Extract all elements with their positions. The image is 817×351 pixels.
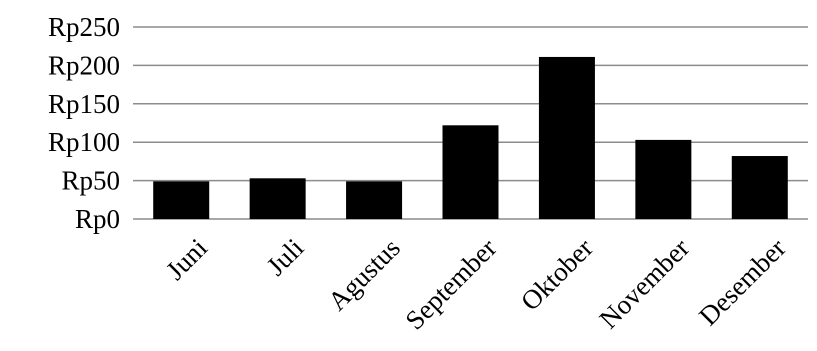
- y-tick-label: Rp200: [48, 50, 120, 80]
- bar-desember: [731, 156, 788, 219]
- x-tick-label: Desember: [693, 233, 792, 332]
- bars: [153, 56, 788, 220]
- bar-september: [442, 125, 499, 219]
- y-tick-label: Rp50: [61, 166, 120, 196]
- y-tick-label: Rp100: [48, 127, 120, 157]
- x-tick-label: Oktober: [515, 233, 599, 317]
- x-tick-label: November: [593, 233, 695, 335]
- bar-juli: [249, 178, 306, 219]
- x-tick-label: September: [399, 233, 502, 336]
- bar-agustus: [346, 181, 403, 219]
- x-tick-label: Juli: [261, 233, 310, 282]
- y-axis-ticks: Rp0 Rp50 Rp100 Rp150 Rp200 Rp250: [48, 12, 120, 234]
- x-tick-label: Agustus: [322, 233, 406, 317]
- y-tick-label: Rp0: [75, 204, 120, 234]
- bar-november: [635, 139, 692, 219]
- bar-juni: [153, 181, 210, 219]
- x-tick-label: Juni: [160, 233, 213, 286]
- y-tick-label: Rp150: [48, 89, 120, 119]
- y-tick-label: Rp250: [48, 12, 120, 42]
- bar-oktober: [538, 56, 595, 220]
